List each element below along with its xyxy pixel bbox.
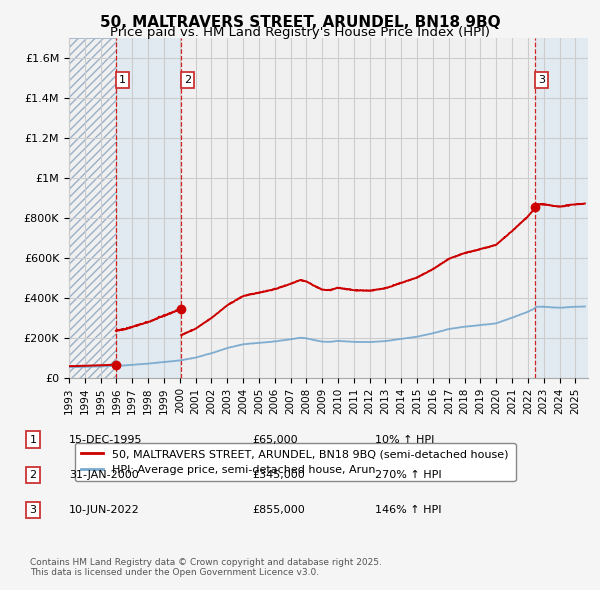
Legend: 50, MALTRAVERS STREET, ARUNDEL, BN18 9BQ (semi-detached house), HPI: Average pri: 50, MALTRAVERS STREET, ARUNDEL, BN18 9BQ… xyxy=(74,442,515,481)
Text: 15-DEC-1995: 15-DEC-1995 xyxy=(69,435,143,444)
Text: 1: 1 xyxy=(119,76,126,86)
Text: £65,000: £65,000 xyxy=(252,435,298,444)
Bar xyxy=(69,38,116,378)
Text: 3: 3 xyxy=(538,76,545,86)
Text: 1: 1 xyxy=(29,435,37,444)
Text: 10% ↑ HPI: 10% ↑ HPI xyxy=(375,435,434,444)
Text: 31-JAN-2000: 31-JAN-2000 xyxy=(69,470,139,480)
Text: £855,000: £855,000 xyxy=(252,506,305,515)
Text: 10-JUN-2022: 10-JUN-2022 xyxy=(69,506,140,515)
Text: Price paid vs. HM Land Registry's House Price Index (HPI): Price paid vs. HM Land Registry's House … xyxy=(110,26,490,39)
Text: 270% ↑ HPI: 270% ↑ HPI xyxy=(375,470,442,480)
Bar xyxy=(116,38,181,378)
Text: 2: 2 xyxy=(184,76,191,86)
Text: 3: 3 xyxy=(29,506,37,515)
Text: £345,000: £345,000 xyxy=(252,470,305,480)
Text: 146% ↑ HPI: 146% ↑ HPI xyxy=(375,506,442,515)
Bar xyxy=(535,38,588,378)
Text: 2: 2 xyxy=(29,470,37,480)
Text: Contains HM Land Registry data © Crown copyright and database right 2025.
This d: Contains HM Land Registry data © Crown c… xyxy=(30,558,382,577)
Text: 50, MALTRAVERS STREET, ARUNDEL, BN18 9BQ: 50, MALTRAVERS STREET, ARUNDEL, BN18 9BQ xyxy=(100,15,500,30)
